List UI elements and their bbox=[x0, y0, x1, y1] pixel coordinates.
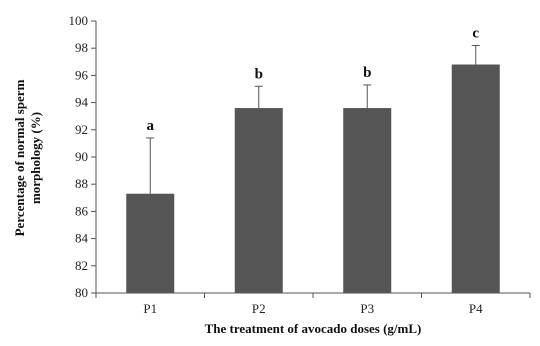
y-axis-title-line1: Percentage of normal sperm bbox=[12, 79, 27, 236]
y-tick-label: 100 bbox=[69, 13, 89, 28]
y-axis-title: Percentage of normal sperm morphology (%… bbox=[12, 79, 43, 236]
x-tick-label: P1 bbox=[143, 301, 157, 316]
y-tick-label: 86 bbox=[75, 203, 89, 218]
y-tick-label: 82 bbox=[75, 258, 88, 273]
x-tick-label: P3 bbox=[360, 301, 374, 316]
x-tick-label: P4 bbox=[469, 301, 483, 316]
y-tick-label: 80 bbox=[75, 285, 88, 300]
y-tick-label: 88 bbox=[75, 176, 88, 191]
plot-area: 80 82 84 86 88 90 92 94 96 98 100 a P1 b P2 b P3 c P4 bbox=[69, 13, 531, 316]
significance-label: a bbox=[147, 118, 155, 134]
significance-label: b bbox=[255, 66, 263, 82]
x-tick-label: P2 bbox=[252, 301, 266, 316]
bar bbox=[234, 108, 283, 293]
y-tick-label: 90 bbox=[75, 149, 88, 164]
significance-label: b bbox=[363, 65, 371, 81]
y-axis-title-line2: morphology (%) bbox=[28, 112, 43, 204]
bar bbox=[451, 64, 500, 294]
y-tick-label: 92 bbox=[75, 122, 88, 137]
y-tick-label: 98 bbox=[75, 40, 88, 55]
bar bbox=[343, 108, 392, 293]
y-tick-label: 84 bbox=[75, 231, 89, 246]
bar bbox=[126, 193, 175, 293]
y-tick-label: 94 bbox=[75, 95, 89, 110]
x-axis-title: The treatment of avocado doses (g/mL) bbox=[205, 321, 422, 336]
y-tick-label: 96 bbox=[75, 67, 89, 82]
significance-label: c bbox=[472, 25, 479, 41]
